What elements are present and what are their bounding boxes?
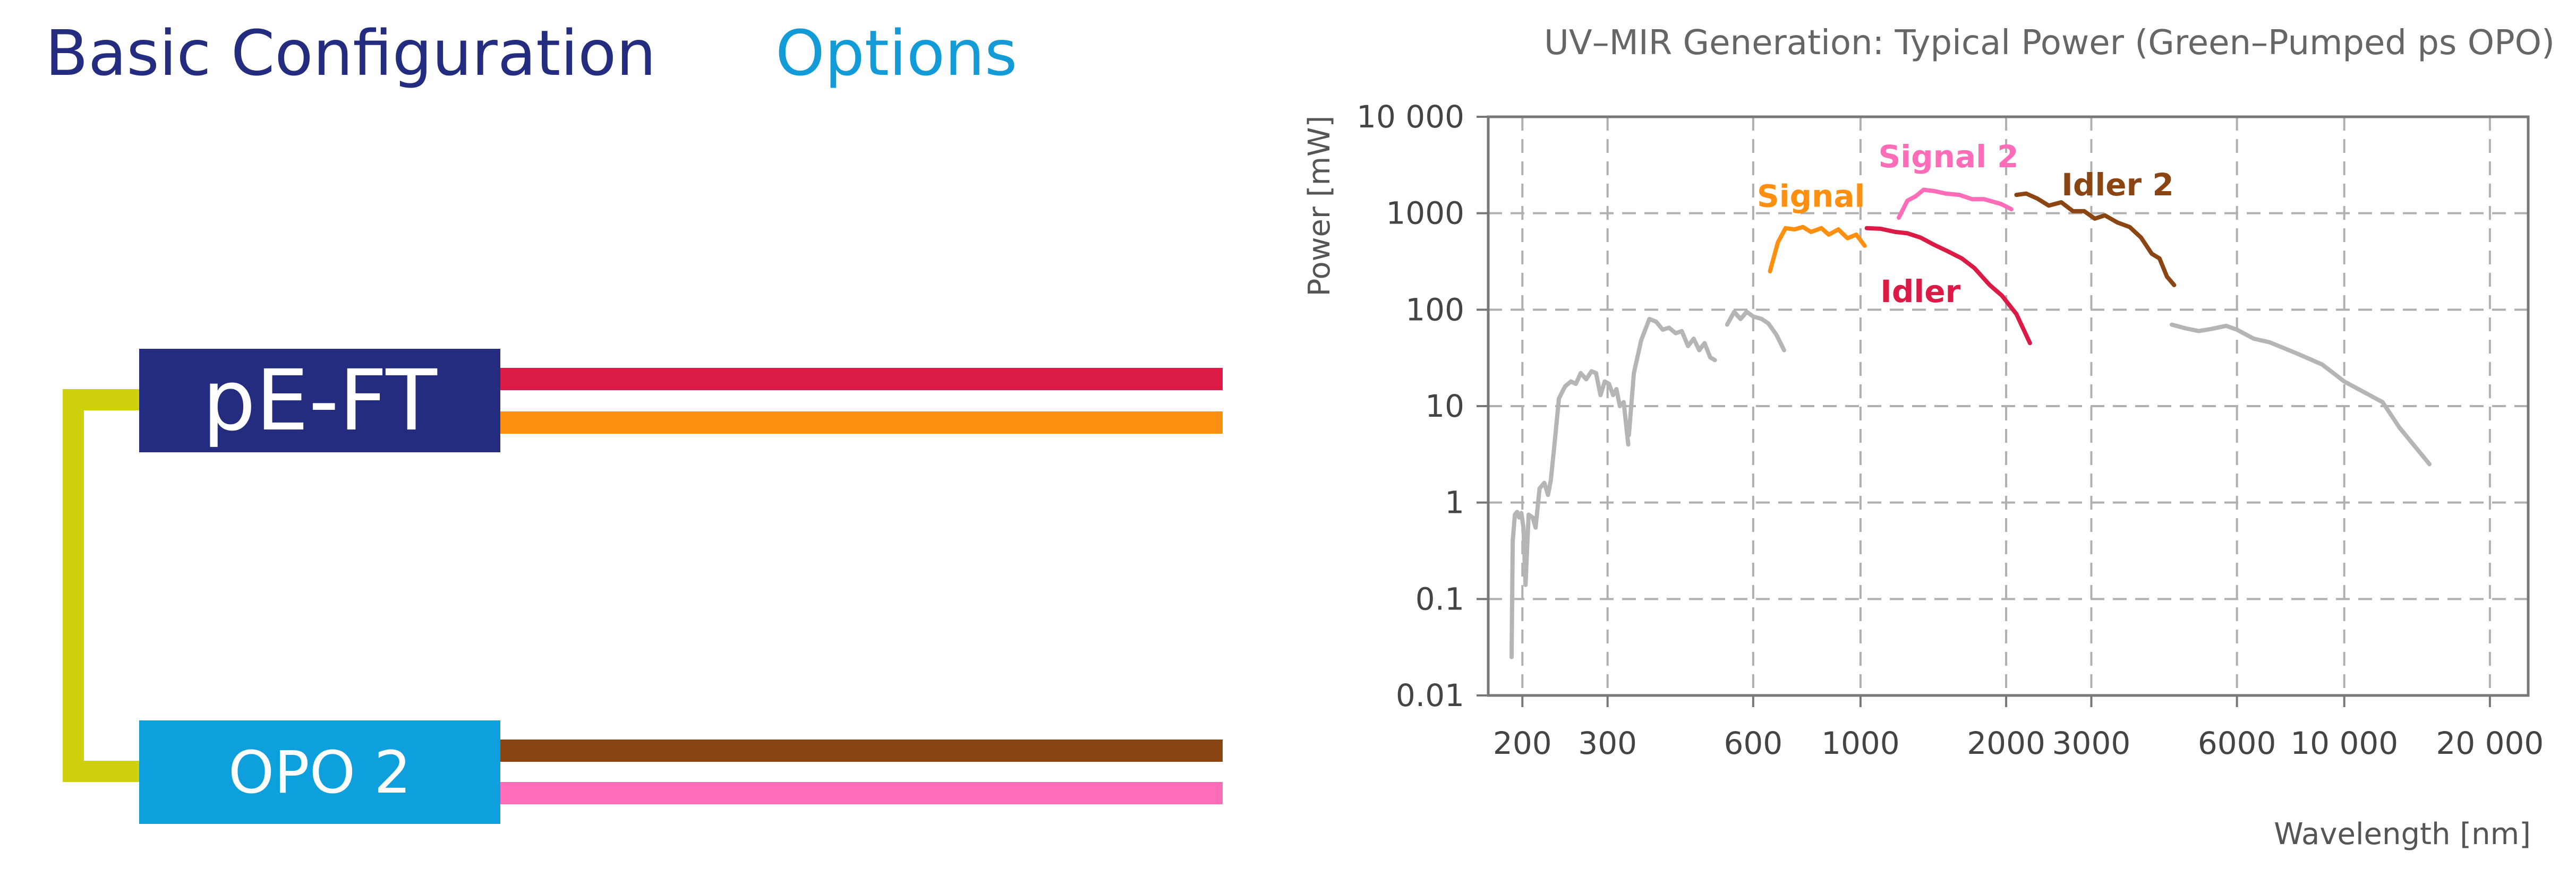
chart-axes: 200 300 600 1000 2000 3000 6000 10 000 20 000 0.0… bbox=[1357, 99, 2544, 761]
series-idler-line bbox=[1864, 226, 2032, 346]
idler-2-output-bar bbox=[500, 740, 1223, 762]
bracket-top-arm bbox=[63, 389, 142, 410]
x-tick-label: 600 bbox=[1724, 725, 1782, 761]
y-axis-label: Power [mW] bbox=[1302, 116, 1337, 297]
annotation-idler: Idler bbox=[1880, 273, 1960, 309]
x-tick-label: 3000 bbox=[2052, 725, 2131, 761]
y-tick-label: 10 bbox=[1425, 388, 1464, 424]
chart-series bbox=[1509, 187, 2432, 659]
options-heading: Options bbox=[775, 16, 1018, 90]
idler-output-bar bbox=[500, 368, 1223, 390]
basic-configuration-heading: Basic Configuration bbox=[45, 16, 656, 90]
annotation-signal-2: Signal 2 bbox=[1879, 139, 2019, 175]
annotation-idler-2: Idler 2 bbox=[2061, 167, 2173, 203]
bracket-bottom-arm bbox=[63, 761, 142, 782]
x-tick-label: 300 bbox=[1578, 725, 1637, 761]
y-tick-label: 0.01 bbox=[1396, 677, 1464, 713]
opo-2-label: OPO 2 bbox=[228, 738, 412, 806]
x-tick-label: 200 bbox=[1493, 725, 1552, 761]
x-tick-label: 6000 bbox=[2198, 725, 2276, 761]
series-signal-2-line bbox=[1897, 187, 2014, 220]
chart-title: UV–MIR Generation: Typical Power (Green–… bbox=[1544, 23, 2555, 63]
y-tick-label: 1 bbox=[1445, 485, 1464, 521]
chart-grid bbox=[1488, 117, 2528, 695]
y-tick-label: 10 000 bbox=[1357, 99, 1464, 135]
x-tick-label: 20 000 bbox=[2436, 725, 2544, 761]
chart-annotations: Signal Signal 2 Idler 2 Idler bbox=[1757, 139, 2174, 309]
y-tick-label: 100 bbox=[1405, 291, 1464, 328]
x-tick-label: 1000 bbox=[1821, 725, 1900, 761]
bracket-vertical bbox=[63, 389, 84, 782]
series-3-line bbox=[1725, 309, 1786, 352]
x-axis-label: Wavelength [nm] bbox=[2274, 817, 2531, 852]
signal-2-output-bar bbox=[500, 782, 1223, 804]
series-1-line bbox=[1509, 369, 1631, 659]
pe-ft-box: pE-FT bbox=[139, 349, 500, 452]
x-tick-label: 2000 bbox=[1967, 725, 2045, 761]
series-2-line bbox=[1626, 316, 1717, 437]
x-tick-label: 10 000 bbox=[2290, 725, 2398, 761]
pe-ft-label: pE-FT bbox=[202, 351, 437, 450]
y-tick-label: 0.1 bbox=[1415, 581, 1464, 617]
series-8-line bbox=[2170, 322, 2432, 467]
annotation-signal: Signal bbox=[1757, 178, 1865, 214]
series-signal-line bbox=[1768, 225, 1867, 273]
y-tick-label: 1000 bbox=[1386, 195, 1464, 231]
opo-2-box: OPO 2 bbox=[139, 720, 500, 824]
signal-output-bar bbox=[500, 411, 1223, 434]
series-idler-2-line bbox=[2014, 191, 2177, 287]
